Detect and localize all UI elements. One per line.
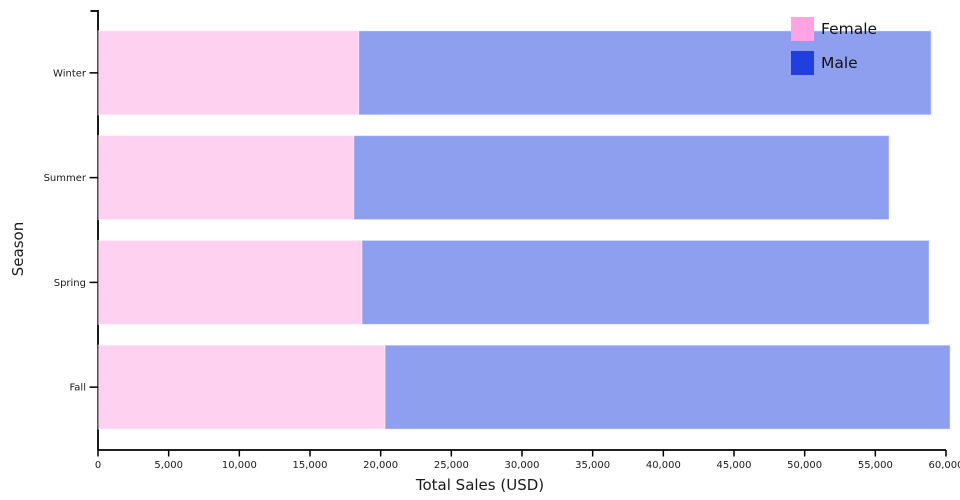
bar-segment-female-spring [97, 239, 363, 325]
bar-segment-male-spring [361, 239, 930, 325]
legend-label-female: Female [821, 20, 878, 38]
y-tick-label-spring: Spring [54, 278, 86, 289]
y-axis-title: Season [9, 221, 27, 277]
y-tick-label-fall: Fall [69, 383, 86, 394]
legend-item-female: Female [791, 17, 877, 41]
bar-segment-male-winter [358, 30, 932, 116]
x-tick-label: 20,000 [363, 460, 398, 471]
x-tick-label: 15,000 [293, 460, 328, 471]
x-tick-label: 10,000 [222, 460, 257, 471]
x-tick-label: 40,000 [646, 460, 681, 471]
y-tick-label-summer: Summer [44, 173, 87, 184]
x-tick-label: 30,000 [505, 460, 540, 471]
bar-segment-female-winter [97, 30, 360, 116]
bar-segment-male-fall [384, 344, 951, 430]
bar-segment-female-fall [97, 344, 386, 430]
bar-segment-female-summer [97, 135, 355, 221]
legend-label-male: Male [821, 54, 858, 72]
x-tick-label: 35,000 [575, 460, 610, 471]
male-swatch-icon [791, 51, 814, 75]
bar-segment-male-summer [353, 135, 890, 221]
x-tick-label: 0 [95, 460, 101, 471]
x-tick-label: 55,000 [858, 460, 893, 471]
x-tick-label: 60,000 [929, 460, 960, 471]
x-tick-label: 5,000 [154, 460, 183, 471]
legend-item-male: Male [791, 51, 877, 75]
legend: Female Male [791, 17, 877, 85]
female-swatch-icon [791, 17, 814, 41]
x-axis-title: Total Sales (USD) [415, 476, 545, 494]
x-tick-label: 50,000 [787, 460, 822, 471]
x-tick-label: 45,000 [717, 460, 752, 471]
y-tick-label-winter: Winter [53, 68, 87, 79]
x-tick-label: 25,000 [434, 460, 469, 471]
